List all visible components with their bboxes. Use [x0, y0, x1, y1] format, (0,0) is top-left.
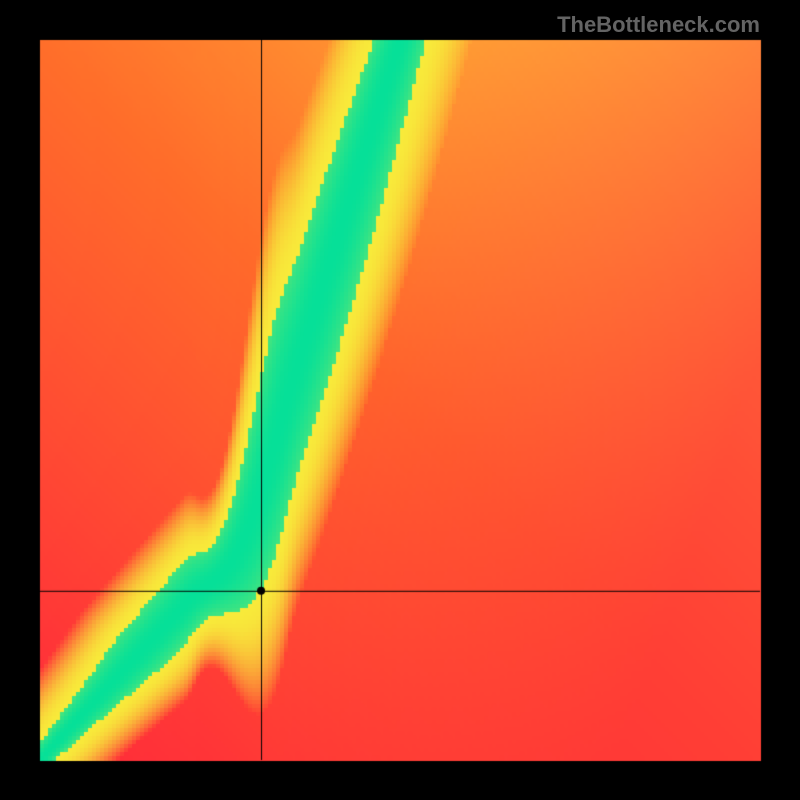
bottleneck-heatmap: [0, 0, 800, 800]
chart-container: TheBottleneck.com: [0, 0, 800, 800]
watermark-text: TheBottleneck.com: [557, 12, 760, 38]
